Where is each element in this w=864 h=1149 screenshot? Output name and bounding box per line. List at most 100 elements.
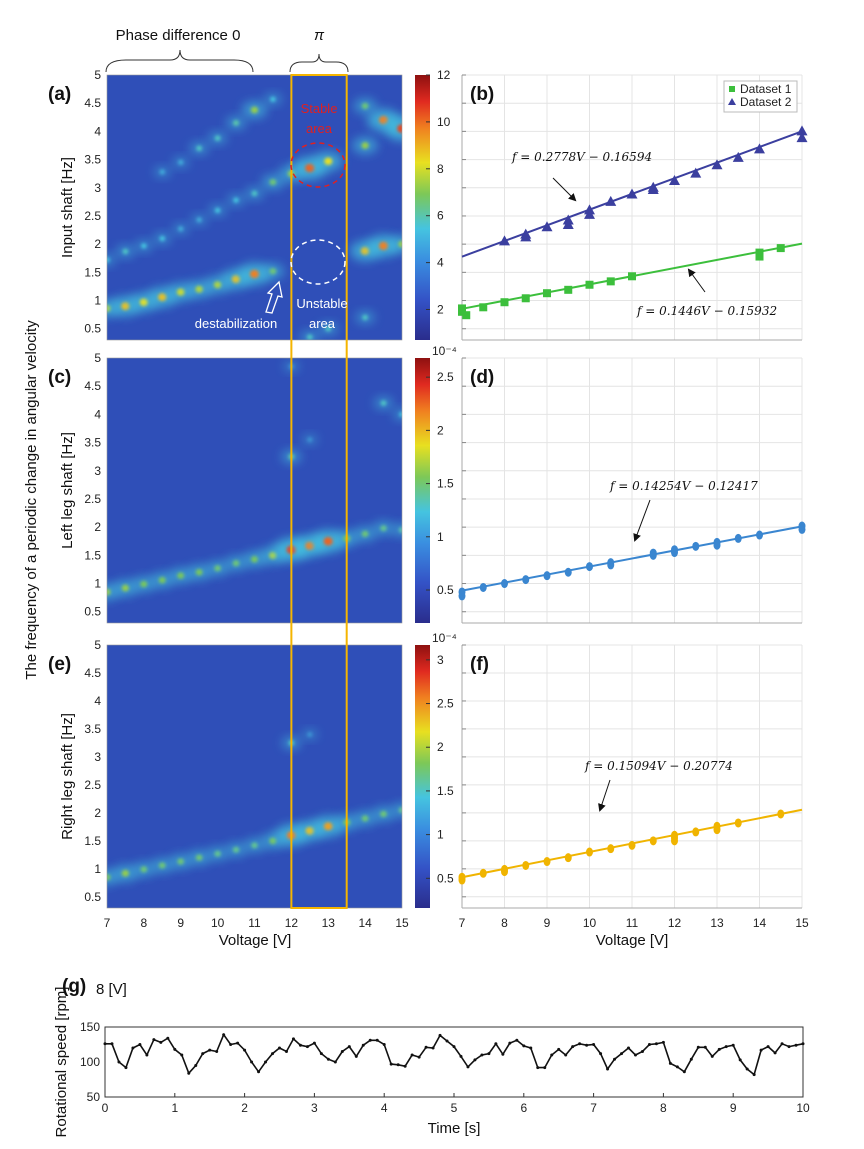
x-tick-label: 10 xyxy=(796,1101,810,1115)
heatmap-peak xyxy=(214,850,221,857)
colorbar-tick-label: 2 xyxy=(437,303,444,317)
data-point xyxy=(756,530,763,540)
x-tick-label: 15 xyxy=(795,916,809,930)
arrow xyxy=(552,177,577,202)
y-tick-label: 1 xyxy=(94,862,101,876)
y-tick-label: 150 xyxy=(80,1020,100,1034)
heatmap-peak xyxy=(323,536,333,546)
data-point xyxy=(522,1044,526,1048)
y-tick-label: 5 xyxy=(94,351,101,365)
heatmap-peak xyxy=(361,142,369,149)
data-point xyxy=(438,1033,442,1037)
data-point xyxy=(692,827,700,837)
heatmap-peak xyxy=(307,732,313,737)
heatmap-peak xyxy=(398,240,402,248)
heatmap-peak xyxy=(361,530,369,538)
data-point xyxy=(692,541,700,551)
arrow xyxy=(633,499,651,542)
colorbar-tick-label: 10 xyxy=(437,115,451,129)
data-point xyxy=(766,1045,770,1049)
data-point xyxy=(606,1067,610,1071)
x-tick-label: 6 xyxy=(520,1101,527,1115)
heatmap-glow xyxy=(391,802,402,818)
legend-marker-triangle xyxy=(728,98,736,105)
x-tick-label: 5 xyxy=(451,1101,458,1115)
x-tick-label: 12 xyxy=(668,916,682,930)
data-point xyxy=(689,1057,693,1061)
heatmap-peak xyxy=(233,197,239,203)
heatmap-peak xyxy=(306,334,313,340)
x-tick-label: 10 xyxy=(583,916,597,930)
data-point xyxy=(389,1062,393,1066)
destabilization-arrow xyxy=(265,280,283,314)
data-point xyxy=(585,1043,589,1047)
heatmap-peak xyxy=(176,288,185,296)
data-point xyxy=(738,1058,742,1062)
data-point xyxy=(131,1046,135,1050)
panel-label: (a) xyxy=(48,84,71,105)
x-tick-label: 1 xyxy=(171,1101,178,1115)
data-point xyxy=(347,1045,351,1049)
heatmap-peak xyxy=(233,120,240,126)
unstable-label: Unstable xyxy=(296,296,347,311)
data-point xyxy=(696,1045,700,1049)
x-axis-label: Time [s] xyxy=(428,1120,481,1137)
data-point xyxy=(668,1061,672,1065)
data-point xyxy=(571,1045,575,1049)
data-point xyxy=(724,1045,728,1049)
data-point xyxy=(796,125,808,136)
data-point xyxy=(117,1060,121,1064)
heatmap-glow xyxy=(389,235,402,253)
x-tick-label: 14 xyxy=(753,916,767,930)
bracket-pi xyxy=(289,53,349,73)
heatmap-peak xyxy=(159,169,165,175)
x-tick-label: 13 xyxy=(322,916,336,930)
heatmap-peak xyxy=(158,576,166,584)
data-point xyxy=(452,1045,456,1049)
colorbar-tick-label: 2 xyxy=(437,423,444,437)
legend-box xyxy=(723,80,798,113)
data-point xyxy=(794,1043,798,1047)
data-point xyxy=(479,303,488,312)
data-point xyxy=(543,857,551,867)
data-point xyxy=(522,860,530,870)
y-tick-label: 3.5 xyxy=(84,153,101,167)
data-point xyxy=(626,188,638,199)
data-point xyxy=(649,550,657,560)
colorbar-tick-label: 12 xyxy=(437,68,451,82)
data-point xyxy=(564,567,572,577)
legend-label: Dataset 1 xyxy=(740,82,792,96)
colorbar-exponent: 10⁻⁴ xyxy=(432,344,457,358)
x-tick-label: 7 xyxy=(590,1101,597,1115)
heatmap-frame xyxy=(106,644,403,909)
heatmap-peak xyxy=(140,866,148,873)
y-tick-label: 2 xyxy=(94,806,101,820)
x-tick-label: 8 xyxy=(501,916,508,930)
data-point xyxy=(605,195,617,206)
heatmap-peak xyxy=(360,247,370,255)
data-point xyxy=(607,844,615,854)
data-point xyxy=(145,1053,149,1057)
data-point xyxy=(649,836,657,846)
heatmap-peak xyxy=(361,815,369,822)
panel-label: (f) xyxy=(470,654,489,675)
data-point xyxy=(731,1043,735,1047)
heatmap-peak xyxy=(380,400,387,406)
data-point xyxy=(382,1043,386,1046)
y-tick-label: 4.5 xyxy=(84,96,101,110)
data-point xyxy=(759,1048,763,1052)
data-point xyxy=(754,143,765,154)
heatmap-peak xyxy=(380,525,387,532)
data-point xyxy=(543,1066,547,1070)
data-point xyxy=(473,1058,477,1062)
y-tick-label: 3 xyxy=(94,464,101,478)
heatmap-peaks xyxy=(107,729,402,886)
colorbar-tick-label: 0.5 xyxy=(437,583,454,597)
data-point xyxy=(607,560,615,570)
data-point xyxy=(550,1053,554,1057)
data-point xyxy=(180,1053,184,1057)
data-point xyxy=(466,1065,470,1069)
data-point xyxy=(278,1046,281,1050)
data-point xyxy=(711,159,723,170)
data-point xyxy=(669,175,680,185)
